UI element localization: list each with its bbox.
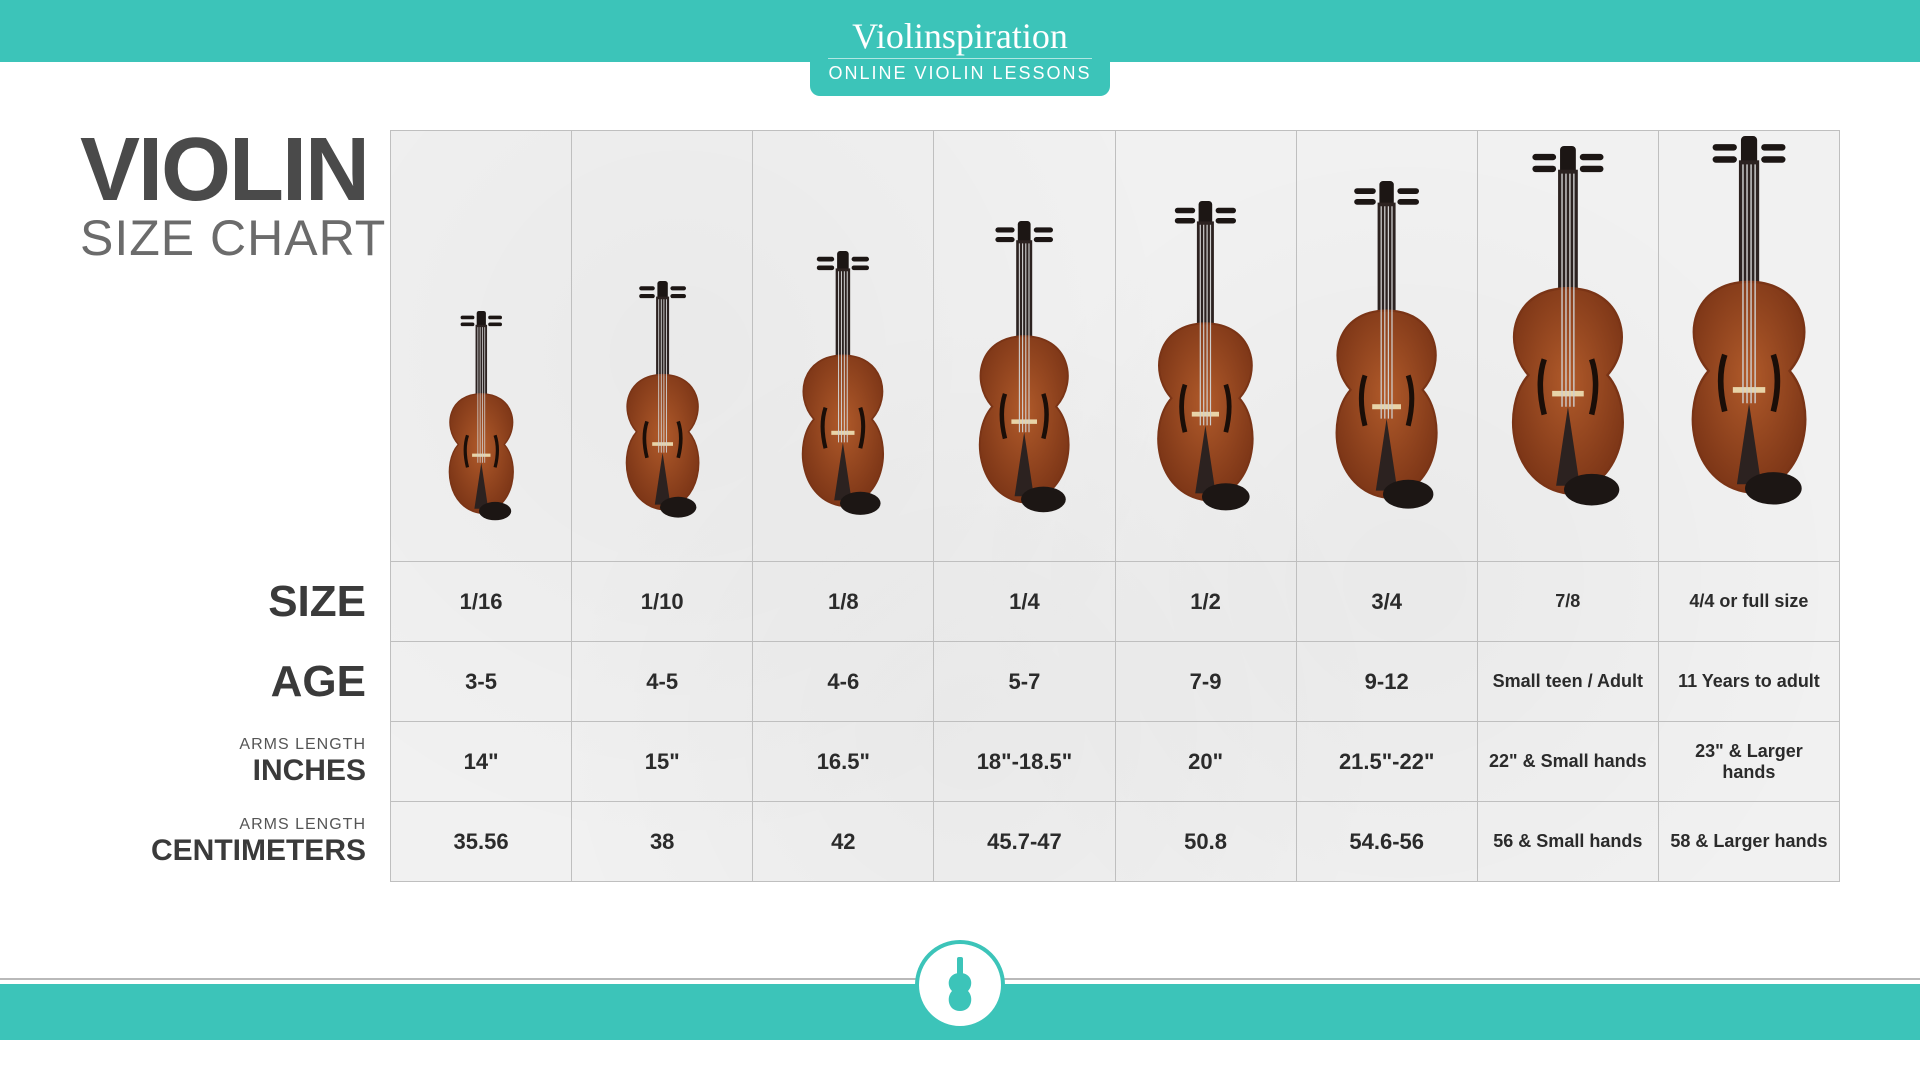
data-cell: 4-6 [753, 641, 933, 721]
size-grid: 1/163-514"35.56 [390, 130, 1840, 882]
data-cell: 7/8 [1478, 561, 1658, 641]
row-labels: SIZEAGEARMS LENGTHINCHESARMS LENGTHCENTI… [80, 562, 390, 882]
violin-image [782, 251, 904, 541]
data-cell: 54.6-56 [1297, 801, 1477, 881]
data-cell: 23" & Larger hands [1659, 721, 1839, 801]
data-cell: 14" [391, 721, 571, 801]
violin-image [957, 221, 1091, 541]
data-cell: 21.5"-22" [1297, 721, 1477, 801]
violin-cell [1478, 131, 1658, 561]
data-cell: 20" [1116, 721, 1296, 801]
violin-image [1134, 201, 1277, 541]
violin-image [433, 311, 530, 541]
data-cell: 35.56 [391, 801, 571, 881]
data-cell: 1/4 [934, 561, 1114, 641]
title-sub: SIZE CHART [80, 209, 390, 267]
violin-cell [1116, 131, 1296, 561]
data-cell: 1/16 [391, 561, 571, 641]
data-cell: 11 Years to adult [1659, 641, 1839, 721]
data-cell: 3-5 [391, 641, 571, 721]
size-column: 1/27-920"50.8 [1116, 131, 1297, 881]
data-cell: Small teen / Adult [1478, 641, 1658, 721]
data-cell: 5-7 [934, 641, 1114, 721]
row-label: AGE [80, 642, 390, 722]
data-cell: 56 & Small hands [1478, 801, 1658, 881]
data-cell: 38 [572, 801, 752, 881]
row-label-main: INCHES [253, 754, 366, 788]
size-column: 4/4 or full size11 Years to adult23" & L… [1659, 131, 1839, 881]
row-label: ARMS LENGTHCENTIMETERS [80, 802, 390, 882]
violin-cell [934, 131, 1114, 561]
data-cell: 9-12 [1297, 641, 1477, 721]
violin-cell [572, 131, 752, 561]
size-column: 1/163-514"35.56 [391, 131, 572, 881]
footer-icon [915, 940, 1005, 1030]
data-cell: 18"-18.5" [934, 721, 1114, 801]
brand-tagline: ONLINE VIOLIN LESSONS [828, 58, 1091, 84]
data-cell: 16.5" [753, 721, 933, 801]
data-cell: 22" & Small hands [1478, 721, 1658, 801]
violin-image [1311, 181, 1462, 541]
brand-logo: Violinspiration ONLINE VIOLIN LESSONS [810, 0, 1110, 96]
size-column: 1/84-616.5"42 [753, 131, 934, 881]
violin-cell [1297, 131, 1477, 561]
size-column: 1/104-515"38 [572, 131, 753, 881]
content: VIOLIN SIZE CHART SIZEAGEARMS LENGTHINCH… [80, 130, 1840, 882]
data-cell: 4-5 [572, 641, 752, 721]
left-column: VIOLIN SIZE CHART SIZEAGEARMS LENGTHINCH… [80, 130, 390, 882]
data-cell: 1/2 [1116, 561, 1296, 641]
data-cell: 7-9 [1116, 641, 1296, 721]
data-cell: 1/10 [572, 561, 752, 641]
violin-icon [940, 955, 980, 1015]
row-label-pre: ARMS LENGTH [239, 736, 366, 754]
data-cell: 58 & Larger hands [1659, 801, 1839, 881]
size-column: 1/45-718"-18.5"45.7-47 [934, 131, 1115, 881]
data-cell: 50.8 [1116, 801, 1296, 881]
data-cell: 4/4 or full size [1659, 561, 1839, 641]
row-label-main: CENTIMETERS [151, 834, 366, 868]
data-cell: 42 [753, 801, 933, 881]
violin-image [1485, 146, 1651, 541]
violin-cell [753, 131, 933, 561]
brand-name: Violinspiration [852, 18, 1068, 54]
violin-cell [391, 131, 571, 561]
title-main: VIOLIN [80, 130, 390, 211]
size-column: 7/8Small teen / Adult22" & Small hands56… [1478, 131, 1659, 881]
violin-image [608, 281, 717, 541]
data-cell: 1/8 [753, 561, 933, 641]
size-column: 3/49-1221.5"-22"54.6-56 [1297, 131, 1478, 881]
row-label-pre: ARMS LENGTH [239, 816, 366, 834]
row-label: ARMS LENGTHINCHES [80, 722, 390, 802]
violin-image [1664, 136, 1834, 541]
data-cell: 15" [572, 721, 752, 801]
violin-cell [1659, 131, 1839, 561]
data-cell: 3/4 [1297, 561, 1477, 641]
row-label: SIZE [80, 562, 390, 642]
data-cell: 45.7-47 [934, 801, 1114, 881]
